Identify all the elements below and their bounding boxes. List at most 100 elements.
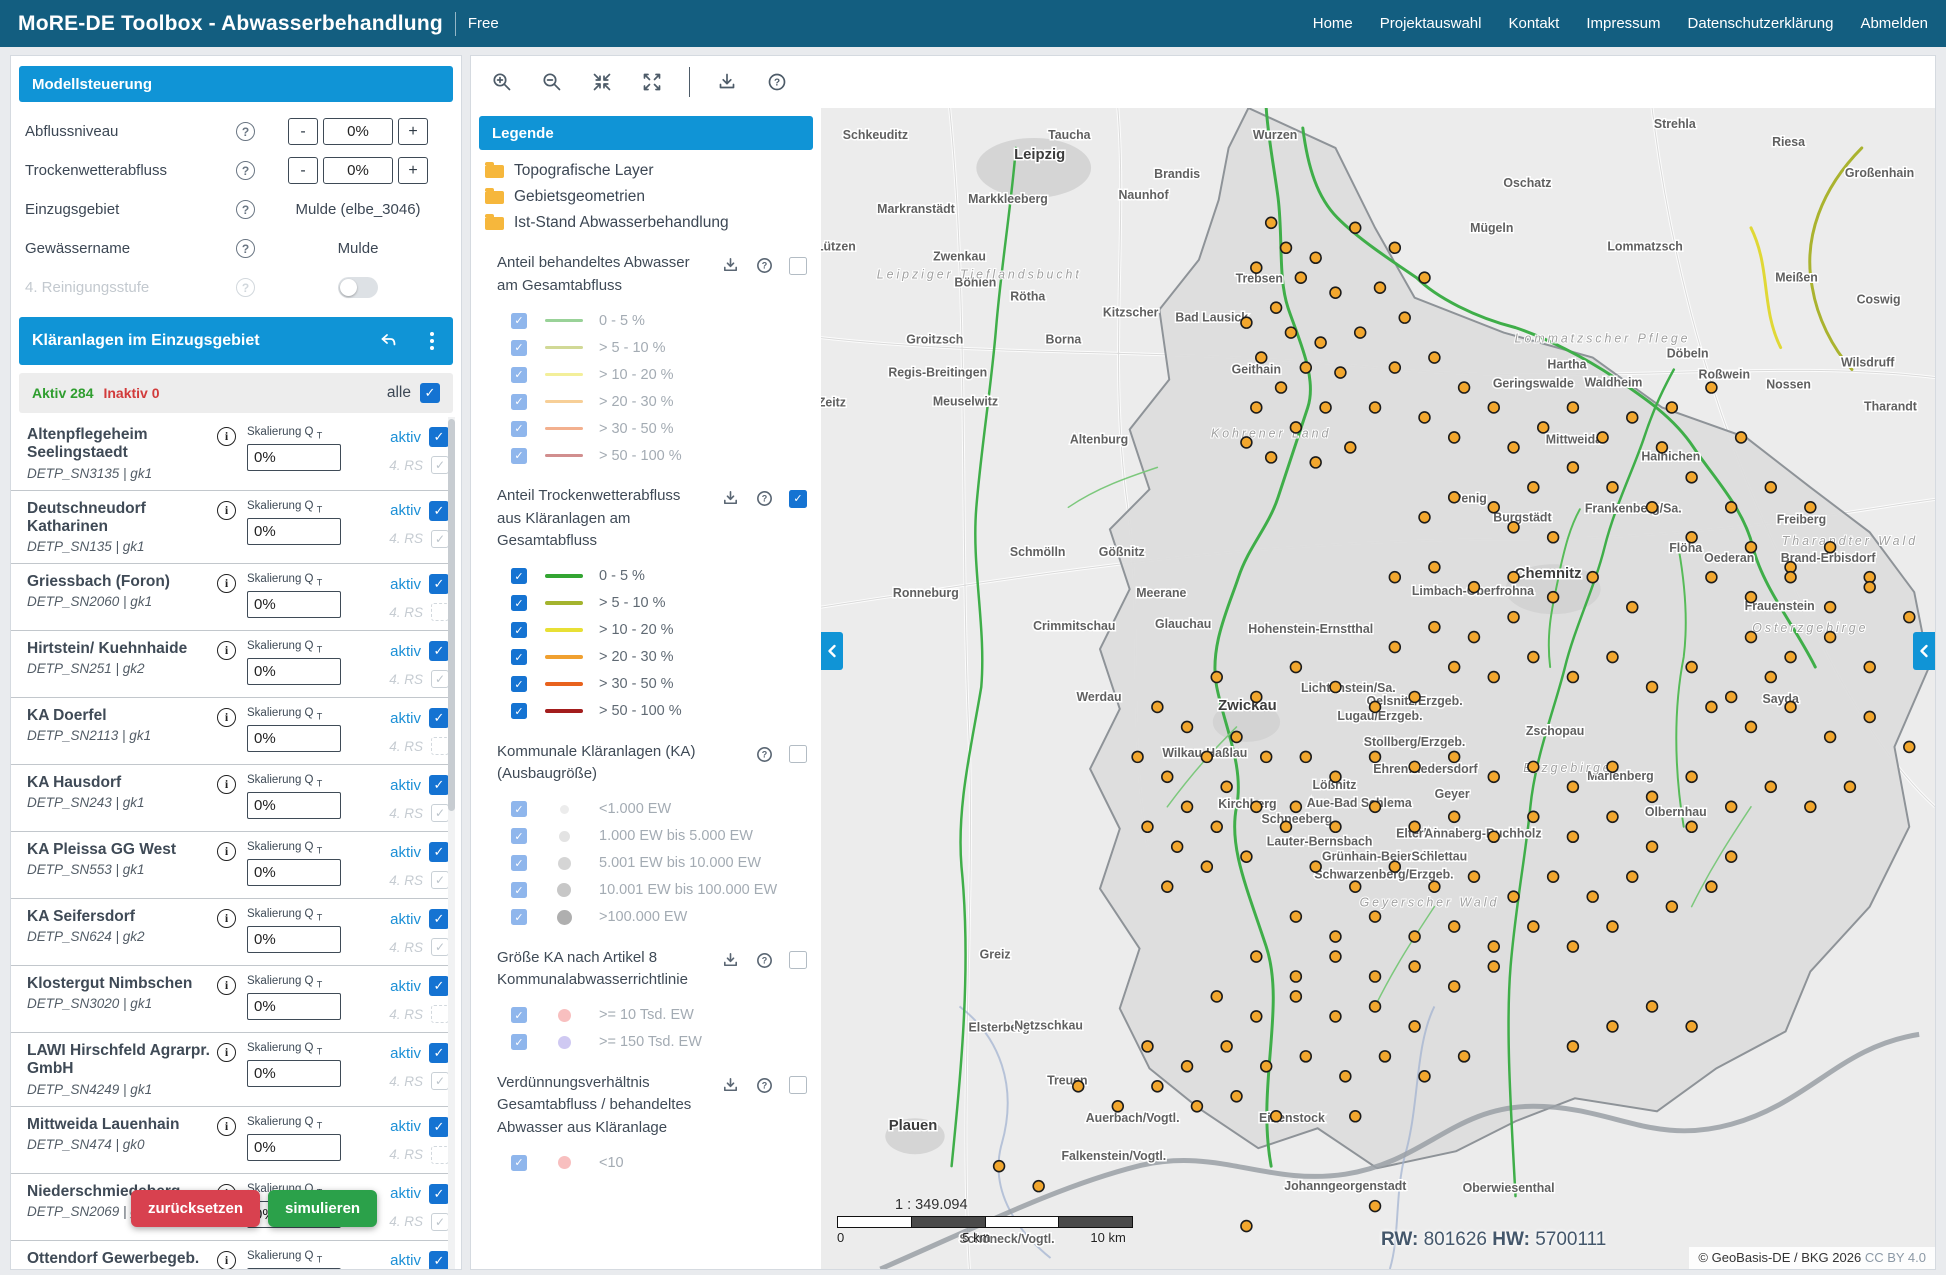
treatment-stage-toggle[interactable] <box>338 277 378 298</box>
treatment-plant-marker[interactable] <box>1487 830 1500 844</box>
scaling-input[interactable] <box>247 792 341 820</box>
treatment-plant-marker[interactable] <box>1823 540 1837 554</box>
treatment-plant-marker[interactable] <box>1161 770 1174 784</box>
treatment-plant-marker[interactable] <box>1566 830 1580 844</box>
info-icon[interactable]: i <box>217 976 236 996</box>
treatment-plant-marker[interactable] <box>1200 860 1214 873</box>
treatment-plant-marker[interactable] <box>1724 850 1738 863</box>
treatment-plant-marker[interactable] <box>1250 800 1263 814</box>
legend-item-checkbox[interactable]: ✓ <box>511 855 527 871</box>
treatment-plant-marker[interactable] <box>1626 870 1639 883</box>
treatment-plant-marker[interactable] <box>1250 261 1263 275</box>
treatment-plant-marker[interactable] <box>1764 670 1778 684</box>
treatment-plant-marker[interactable] <box>1368 910 1382 923</box>
treatment-plant-marker[interactable] <box>1744 630 1758 644</box>
treatment-plant-marker[interactable] <box>1606 810 1619 824</box>
treatment-plant-marker[interactable] <box>1264 216 1278 230</box>
treatment-plant-marker[interactable] <box>1289 970 1303 983</box>
treatment-plant-marker[interactable] <box>1645 501 1659 514</box>
treatment-plant-marker[interactable] <box>1566 780 1580 794</box>
treatment-plant-marker[interactable] <box>1388 640 1402 654</box>
simulate-button[interactable]: simulieren <box>268 1190 378 1227</box>
aktiv-checkbox[interactable]: ✓ <box>429 500 449 521</box>
legend-item-checkbox[interactable]: ✓ <box>511 828 527 844</box>
treatment-plant-marker[interactable] <box>1685 820 1698 834</box>
treatment-plant-marker[interactable] <box>1467 630 1481 644</box>
treatment-plant-marker[interactable] <box>1724 690 1738 704</box>
treatment-plant-marker[interactable] <box>1141 1040 1154 1053</box>
legend-folder[interactable]: Ist-Stand Abwasserbehandlung <box>471 210 821 236</box>
treatment-plant-marker[interactable] <box>1527 920 1540 933</box>
info-icon[interactable]: i <box>217 1043 236 1063</box>
treatment-plant-marker[interactable] <box>1546 590 1560 604</box>
treatment-plant-marker[interactable] <box>1428 560 1441 574</box>
treatment-plant-marker[interactable] <box>1734 431 1748 444</box>
zoom-to-extent-button[interactable] <box>583 63 621 101</box>
legend-item-checkbox[interactable]: ✓ <box>511 801 527 817</box>
aktiv-checkbox[interactable]: ✓ <box>429 641 449 662</box>
plant-list-scrollbar[interactable] <box>448 417 455 1269</box>
treatment-plant-marker[interactable] <box>1319 401 1332 414</box>
info-icon[interactable]: i <box>217 909 236 929</box>
treatment-plant-marker[interactable] <box>1447 431 1461 444</box>
treatment-plant-marker[interactable] <box>1705 570 1718 584</box>
legend-item-checkbox[interactable]: ✓ <box>511 312 527 329</box>
treatment-plant-marker[interactable] <box>1408 1020 1421 1033</box>
download-icon[interactable] <box>721 951 740 970</box>
treatment-plant-marker[interactable] <box>1487 501 1500 514</box>
treatment-plant-marker[interactable] <box>1606 650 1619 664</box>
treatment-plant-marker[interactable] <box>1373 281 1387 294</box>
treatment-plant-marker[interactable] <box>1784 650 1797 664</box>
treatment-plant-marker[interactable] <box>1200 750 1214 764</box>
treatment-plant-marker[interactable] <box>1279 820 1293 834</box>
help-icon[interactable]: ? <box>236 278 255 297</box>
legend-item-checkbox[interactable]: ✓ <box>511 1034 527 1050</box>
treatment-plant-marker[interactable] <box>1240 1219 1253 1233</box>
treatment-plant-marker[interactable] <box>1368 1000 1382 1013</box>
stepper-value[interactable]: 0% <box>323 118 393 145</box>
treatment-plant-marker[interactable] <box>1546 870 1560 883</box>
fullscreen-button[interactable] <box>633 63 671 101</box>
treatment-plant-marker[interactable] <box>1507 890 1520 903</box>
treatment-plant-marker[interactable] <box>1418 411 1431 424</box>
help-button[interactable]: ? <box>758 63 796 101</box>
treatment-plant-marker[interactable] <box>1626 600 1639 614</box>
treatment-plant-marker[interactable] <box>1408 760 1421 774</box>
aktiv-checkbox[interactable]: ✓ <box>429 842 449 863</box>
treatment-plant-marker[interactable] <box>1606 760 1619 774</box>
treatment-plant-marker[interactable] <box>1353 326 1367 339</box>
treatment-plant-marker[interactable] <box>1804 501 1817 514</box>
legend-item-checkbox[interactable]: ✓ <box>511 393 527 410</box>
treatment-plant-marker[interactable] <box>1329 950 1342 963</box>
layer-checkbox[interactable] <box>789 745 807 763</box>
treatment-plant-marker[interactable] <box>1388 570 1402 584</box>
aktiv-checkbox[interactable]: ✓ <box>429 909 449 930</box>
treatment-plant-marker[interactable] <box>1863 660 1876 674</box>
treatment-plant-marker[interactable] <box>1804 800 1817 814</box>
treatment-plant-marker[interactable] <box>1457 1050 1471 1063</box>
treatment-plant-marker[interactable] <box>1388 361 1402 374</box>
treatment-plant-marker[interactable] <box>1349 880 1362 893</box>
treatment-plant-marker[interactable] <box>1744 540 1758 554</box>
help-icon[interactable]: ? <box>755 489 774 508</box>
plants-menu-icon[interactable] <box>424 330 440 352</box>
zoom-out-button[interactable] <box>533 63 571 101</box>
nav-item-datenschutzerklrung[interactable]: Datenschutzerklärung <box>1687 15 1834 32</box>
treatment-plant-marker[interactable] <box>1190 1099 1204 1113</box>
layer-checkbox[interactable]: ✓ <box>789 489 807 508</box>
legend-item-checkbox[interactable]: ✓ <box>511 703 527 719</box>
download-button[interactable] <box>708 63 746 101</box>
legend-item-checkbox[interactable]: ✓ <box>511 595 527 611</box>
undo-icon[interactable] <box>378 331 398 351</box>
treatment-plant-marker[interactable] <box>1250 1010 1263 1023</box>
info-icon[interactable]: i <box>217 1250 236 1269</box>
scaling-input[interactable] <box>247 725 341 753</box>
legend-item-checkbox[interactable]: ✓ <box>511 568 527 584</box>
treatment-plant-marker[interactable] <box>1131 750 1144 764</box>
map-canvas[interactable]: Schkeuditz Taucha Wurzen Strehla Riesa Großen… <box>821 108 1935 1269</box>
treatment-plant-marker[interactable] <box>1250 950 1263 963</box>
download-icon[interactable] <box>721 489 740 508</box>
treatment-plant-marker[interactable] <box>1665 900 1679 913</box>
treatment-plant-marker[interactable] <box>1299 361 1313 374</box>
treatment-plant-marker[interactable] <box>1487 770 1500 784</box>
